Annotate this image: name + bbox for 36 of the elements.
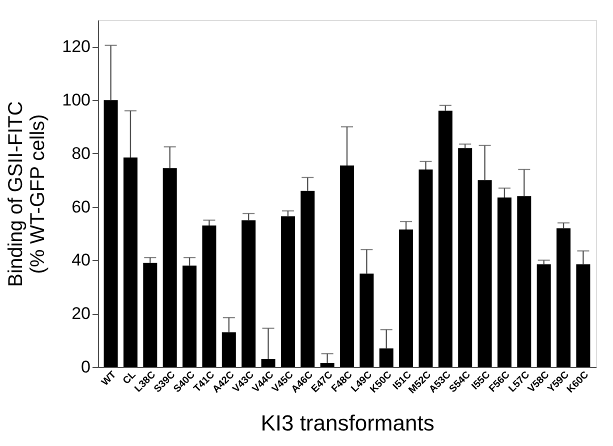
x-tick-label: WT <box>100 370 119 388</box>
bar <box>556 228 571 367</box>
y-tick-label: 120 <box>62 37 90 56</box>
x-axis-title: KI3 transformants <box>260 410 434 436</box>
bar <box>360 274 374 367</box>
bar <box>104 100 118 367</box>
bar <box>340 165 354 367</box>
bar <box>162 168 177 367</box>
bar <box>536 264 551 367</box>
bar <box>143 262 158 367</box>
bar <box>300 190 315 367</box>
bar <box>123 157 138 367</box>
bar <box>438 110 452 367</box>
y-tick-label: 60 <box>72 197 90 216</box>
bar <box>576 264 590 367</box>
y-tick-label: 20 <box>72 304 90 324</box>
y-tick-label: 100 <box>62 90 90 110</box>
bar <box>478 180 492 367</box>
bar <box>242 220 256 367</box>
bar <box>202 226 216 367</box>
bar <box>222 332 236 367</box>
bar <box>497 198 512 367</box>
bar <box>418 169 433 367</box>
bar <box>399 230 414 367</box>
x-tick-label: CL <box>121 370 138 387</box>
bar <box>261 358 276 367</box>
bar <box>320 362 334 367</box>
bar <box>182 266 197 367</box>
y-tick-label: 80 <box>72 144 90 163</box>
bar <box>379 348 394 367</box>
y-axis-title: Binding of GSII-FITC (% WT-GFP cells) <box>5 101 50 287</box>
bar <box>280 216 295 367</box>
bar <box>517 196 532 367</box>
y-tick-label: 40 <box>72 250 90 270</box>
bar <box>458 148 472 367</box>
y-tick-label: 0 <box>81 358 90 376</box>
